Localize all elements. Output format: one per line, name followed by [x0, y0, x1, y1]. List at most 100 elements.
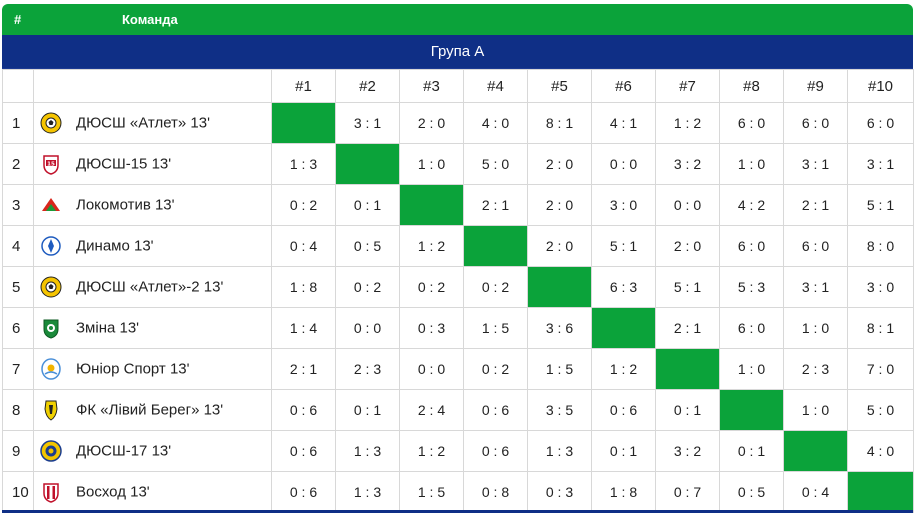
match-score[interactable]: 6 : 0 — [847, 102, 914, 144]
team-name-link[interactable]: Зміна 13' — [76, 319, 140, 337]
match-score[interactable]: 0 : 1 — [335, 184, 400, 226]
team-name-link[interactable]: Локомотив 13' — [76, 196, 175, 214]
match-score[interactable]: 0 : 2 — [335, 266, 400, 308]
match-score[interactable]: 3 : 1 — [847, 143, 914, 185]
match-score[interactable]: 4 : 2 — [719, 184, 784, 226]
match-score[interactable]: 0 : 3 — [527, 471, 592, 513]
match-score[interactable]: 6 : 0 — [783, 102, 848, 144]
match-score[interactable]: 6 : 0 — [719, 307, 784, 349]
match-score[interactable]: 1 : 2 — [591, 348, 656, 390]
match-score[interactable]: 0 : 2 — [463, 348, 528, 390]
match-score[interactable]: 2 : 0 — [527, 184, 592, 226]
match-score[interactable]: 0 : 4 — [783, 471, 848, 513]
match-score[interactable]: 3 : 1 — [783, 266, 848, 308]
match-score[interactable]: 2 : 3 — [783, 348, 848, 390]
match-score[interactable]: 0 : 1 — [655, 389, 720, 431]
match-score[interactable]: 1 : 4 — [271, 307, 336, 349]
match-score[interactable]: 0 : 3 — [399, 307, 464, 349]
match-score[interactable]: 0 : 0 — [399, 348, 464, 390]
match-score[interactable]: 0 : 5 — [335, 225, 400, 267]
match-score[interactable]: 4 : 0 — [463, 102, 528, 144]
match-score[interactable]: 1 : 5 — [463, 307, 528, 349]
match-score[interactable]: 2 : 3 — [335, 348, 400, 390]
match-score[interactable]: 1 : 0 — [399, 143, 464, 185]
match-score[interactable]: 6 : 0 — [719, 225, 784, 267]
match-score[interactable]: 8 : 1 — [847, 307, 914, 349]
match-score[interactable]: 0 : 6 — [591, 389, 656, 431]
match-score[interactable]: 0 : 8 — [463, 471, 528, 513]
match-score[interactable]: 8 : 0 — [847, 225, 914, 267]
match-score[interactable]: 3 : 5 — [527, 389, 592, 431]
match-score[interactable]: 6 : 3 — [591, 266, 656, 308]
match-score[interactable]: 3 : 2 — [655, 143, 720, 185]
match-score[interactable]: 0 : 4 — [271, 225, 336, 267]
match-score[interactable]: 2 : 0 — [399, 102, 464, 144]
match-score[interactable]: 2 : 1 — [783, 184, 848, 226]
team-name-link[interactable]: ФК «Лівий Берег» 13' — [76, 401, 224, 419]
match-score[interactable]: 2 : 1 — [271, 348, 336, 390]
match-score[interactable]: 2 : 4 — [399, 389, 464, 431]
match-score[interactable]: 0 : 2 — [271, 184, 336, 226]
match-score[interactable]: 1 : 0 — [783, 307, 848, 349]
match-score[interactable]: 0 : 0 — [655, 184, 720, 226]
match-score[interactable]: 8 : 1 — [527, 102, 592, 144]
team-name-link[interactable]: ДЮСШ «Атлет»-2 13' — [76, 278, 224, 296]
match-score[interactable]: 1 : 5 — [399, 471, 464, 513]
match-score[interactable]: 0 : 5 — [719, 471, 784, 513]
match-score[interactable]: 0 : 6 — [463, 430, 528, 472]
match-score[interactable]: 1 : 0 — [719, 348, 784, 390]
team-name-link[interactable]: ДЮСШ-17 13' — [76, 442, 172, 460]
match-score[interactable]: 1 : 8 — [271, 266, 336, 308]
match-score[interactable]: 2 : 0 — [527, 143, 592, 185]
match-score[interactable]: 6 : 0 — [783, 225, 848, 267]
match-score[interactable]: 0 : 1 — [335, 389, 400, 431]
match-score[interactable]: 1 : 2 — [399, 225, 464, 267]
match-score[interactable]: 1 : 3 — [335, 471, 400, 513]
match-score[interactable]: 0 : 0 — [591, 143, 656, 185]
team-name-link[interactable]: Восход 13' — [76, 483, 150, 501]
match-score[interactable]: 5 : 1 — [591, 225, 656, 267]
match-score[interactable]: 2 : 0 — [527, 225, 592, 267]
match-score[interactable]: 3 : 2 — [655, 430, 720, 472]
team-name-link[interactable]: Динамо 13' — [76, 237, 154, 255]
match-score[interactable]: 4 : 0 — [847, 430, 914, 472]
team-name-link[interactable]: ДЮСШ «Атлет» 13' — [76, 114, 210, 132]
match-score[interactable]: 3 : 0 — [591, 184, 656, 226]
match-score[interactable]: 1 : 2 — [399, 430, 464, 472]
match-score[interactable]: 5 : 3 — [719, 266, 784, 308]
match-score[interactable]: 0 : 6 — [271, 471, 336, 513]
match-score[interactable]: 7 : 0 — [847, 348, 914, 390]
match-score[interactable]: 0 : 6 — [271, 430, 336, 472]
match-score[interactable]: 3 : 0 — [847, 266, 914, 308]
match-score[interactable]: 2 : 0 — [655, 225, 720, 267]
match-score[interactable]: 0 : 2 — [463, 266, 528, 308]
match-score[interactable]: 0 : 6 — [271, 389, 336, 431]
match-score[interactable]: 0 : 7 — [655, 471, 720, 513]
match-score[interactable]: 1 : 3 — [335, 430, 400, 472]
match-score[interactable]: 4 : 1 — [591, 102, 656, 144]
match-score[interactable]: 1 : 8 — [591, 471, 656, 513]
match-score[interactable]: 0 : 0 — [335, 307, 400, 349]
match-score[interactable]: 0 : 2 — [399, 266, 464, 308]
match-score[interactable]: 3 : 1 — [783, 143, 848, 185]
match-score[interactable]: 6 : 0 — [719, 102, 784, 144]
match-score[interactable]: 5 : 0 — [847, 389, 914, 431]
match-score[interactable]: 1 : 5 — [527, 348, 592, 390]
team-name-link[interactable]: ДЮСШ-15 13' — [76, 155, 172, 173]
match-score[interactable]: 2 : 1 — [655, 307, 720, 349]
match-score[interactable]: 1 : 3 — [271, 143, 336, 185]
match-score[interactable]: 1 : 0 — [783, 389, 848, 431]
match-score[interactable]: 0 : 6 — [463, 389, 528, 431]
match-score[interactable]: 1 : 3 — [527, 430, 592, 472]
match-score[interactable]: 2 : 1 — [463, 184, 528, 226]
match-score[interactable]: 0 : 1 — [591, 430, 656, 472]
match-score[interactable]: 5 : 1 — [655, 266, 720, 308]
team-name-link[interactable]: Юніор Спорт 13' — [76, 360, 190, 378]
match-score[interactable]: 5 : 1 — [847, 184, 914, 226]
match-score[interactable]: 0 : 1 — [719, 430, 784, 472]
match-score[interactable]: 3 : 6 — [527, 307, 592, 349]
match-score[interactable]: 5 : 0 — [463, 143, 528, 185]
match-score[interactable]: 1 : 2 — [655, 102, 720, 144]
match-score[interactable]: 3 : 1 — [335, 102, 400, 144]
match-score[interactable]: 1 : 0 — [719, 143, 784, 185]
